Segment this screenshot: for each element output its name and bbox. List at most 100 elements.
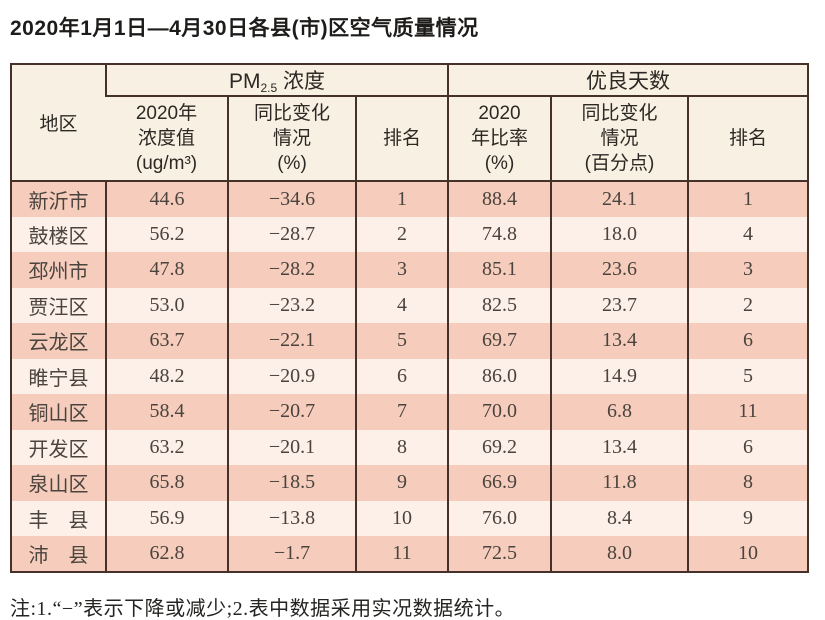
cell-good-rank: 4 [687, 216, 808, 252]
cell-pm-change: −20.9 [227, 358, 356, 394]
cell-region: 贾汪区 [11, 287, 106, 323]
cell-region: 鼓楼区 [11, 216, 106, 252]
cell-pm-change: −20.1 [227, 429, 356, 465]
cell-pm-value: 56.2 [105, 216, 228, 252]
cell-region: 邳州市 [11, 252, 106, 288]
cell-good-change: 8.4 [550, 500, 688, 536]
cell-pm-value: 48.2 [105, 358, 228, 394]
pm-subscript: 2.5 [260, 81, 278, 95]
cell-pm-change: −22.1 [227, 323, 356, 359]
cell-region: 睢宁县 [11, 358, 106, 394]
cell-good-change: 11.8 [550, 465, 688, 501]
cell-pm-value: 58.4 [105, 394, 228, 430]
footnote: 注:1.“−”表示下降或减少;2.表中数据采用实况数据统计。 [10, 597, 516, 620]
cell-pm-value: 63.7 [105, 323, 228, 359]
header-good-ratio: 2020 年比率 (%) [447, 96, 551, 182]
cell-pm-change: −28.2 [227, 252, 356, 288]
header-group-pm25: PM2.5 浓度 [105, 64, 448, 97]
table-row: 新沂市 44.6 −34.6 1 88.4 24.1 1 [11, 181, 808, 217]
cell-pm-value: 53.0 [105, 287, 228, 323]
table-row: 泉山区 65.8 −18.5 9 66.9 11.8 8 [11, 465, 808, 501]
table-row: 沛 县 62.8 −1.7 11 72.5 8.0 10 [11, 536, 808, 572]
cell-pm-value: 47.8 [105, 252, 228, 288]
cell-good-ratio: 85.1 [447, 252, 551, 288]
cell-good-ratio: 69.2 [447, 429, 551, 465]
cell-good-ratio: 74.8 [447, 216, 551, 252]
cell-good-rank: 9 [687, 500, 808, 536]
cell-pm-value: 65.8 [105, 465, 228, 501]
cell-pm-change: −18.5 [227, 465, 356, 501]
cell-region: 沛 县 [11, 536, 106, 572]
cell-good-ratio: 88.4 [447, 181, 551, 217]
cell-good-rank: 6 [687, 323, 808, 359]
cell-pm-rank: 8 [355, 429, 448, 465]
table-row: 开发区 63.2 −20.1 8 69.2 13.4 6 [11, 429, 808, 465]
header-group-row: 地区 PM2.5 浓度 优良天数 [11, 64, 808, 182]
header-group-good-days: 优良天数 [447, 64, 808, 97]
cell-region: 丰 县 [11, 500, 106, 536]
header-pm-value: 2020年 浓度值 (ug/m³) [106, 96, 228, 182]
page-title: 2020年1月1日—4月30日各县(市)区空气质量情况 [10, 17, 479, 40]
cell-pm-change: −34.6 [227, 181, 356, 217]
pm-base: PM [228, 70, 261, 93]
cell-pm-rank: 10 [355, 500, 448, 536]
cell-good-rank: 1 [687, 181, 808, 217]
cell-good-ratio: 66.9 [447, 465, 551, 501]
header-pm-rank: 排名 [355, 96, 448, 182]
cell-good-change: 18.0 [550, 216, 688, 252]
table-row: 铜山区 58.4 −20.7 7 70.0 6.8 11 [11, 394, 808, 430]
header-good-change: 同比变化 情况 (百分点) [550, 96, 688, 182]
cell-pm-rank: 6 [355, 358, 448, 394]
cell-good-rank: 6 [687, 429, 808, 465]
cell-pm-value: 62.8 [105, 536, 228, 572]
cell-pm-value: 63.2 [105, 429, 228, 465]
cell-region: 泉山区 [11, 465, 106, 501]
cell-good-rank: 8 [687, 465, 808, 501]
cell-good-rank: 10 [687, 536, 808, 572]
header-pm-change: 同比变化 情况 (%) [227, 96, 356, 182]
cell-pm-change: −20.7 [227, 394, 356, 430]
cell-pm-rank: 1 [355, 181, 448, 217]
header-region: 地区 [11, 64, 106, 182]
cell-good-ratio: 70.0 [447, 394, 551, 430]
table-row: 鼓楼区 56.2 −28.7 2 74.8 18.0 4 [11, 216, 808, 252]
table-row: 邳州市 47.8 −28.2 3 85.1 23.6 3 [11, 252, 808, 288]
air-quality-table: 地区 PM2.5 浓度 优良天数 2020年 浓度值 (ug/m³) 同比变化 … [10, 63, 809, 573]
cell-good-ratio: 82.5 [447, 287, 551, 323]
table-header: 地区 PM2.5 浓度 优良天数 2020年 浓度值 (ug/m³) 同比变化 … [11, 64, 808, 182]
cell-region: 铜山区 [11, 394, 106, 430]
cell-good-rank: 2 [687, 287, 808, 323]
table-row: 丰 县 56.9 −13.8 10 76.0 8.4 9 [11, 500, 808, 536]
cell-region: 新沂市 [11, 181, 106, 217]
cell-good-rank: 5 [687, 358, 808, 394]
cell-good-change: 13.4 [550, 429, 688, 465]
table-row: 云龙区 63.7 −22.1 5 69.7 13.4 6 [11, 323, 808, 359]
cell-pm-change: −23.2 [227, 287, 356, 323]
cell-pm-rank: 7 [355, 394, 448, 430]
cell-pm-value: 56.9 [105, 500, 228, 536]
cell-pm-change: −13.8 [227, 500, 356, 536]
table-body: 新沂市 44.6 −34.6 1 88.4 24.1 1 鼓楼区 56.2 −28.7 2 74.8 1… [11, 181, 808, 572]
cell-pm-rank: 2 [355, 216, 448, 252]
cell-good-change: 8.0 [550, 536, 688, 572]
pm-suffix: 浓度 [277, 70, 326, 93]
cell-pm-value: 44.6 [105, 181, 228, 217]
cell-pm-change: −1.7 [227, 536, 356, 572]
cell-pm-rank: 9 [355, 465, 448, 501]
cell-good-change: 23.6 [550, 252, 688, 288]
table-row: 贾汪区 53.0 −23.2 4 82.5 23.7 2 [11, 287, 808, 323]
cell-region: 开发区 [11, 429, 106, 465]
cell-good-change: 24.1 [550, 181, 688, 217]
cell-good-ratio: 86.0 [447, 358, 551, 394]
cell-pm-change: −28.7 [227, 216, 356, 252]
cell-good-rank: 3 [687, 252, 808, 288]
header-sub-row: 2020年 浓度值 (ug/m³) 同比变化 情况 (%) 排名 2020 年比… [11, 96, 808, 182]
cell-region: 云龙区 [11, 323, 106, 359]
cell-pm-rank: 11 [355, 536, 448, 572]
cell-good-ratio: 72.5 [447, 536, 551, 572]
cell-good-ratio: 69.7 [447, 323, 551, 359]
cell-pm-rank: 4 [355, 287, 448, 323]
cell-pm-rank: 3 [355, 252, 448, 288]
cell-good-change: 23.7 [550, 287, 688, 323]
